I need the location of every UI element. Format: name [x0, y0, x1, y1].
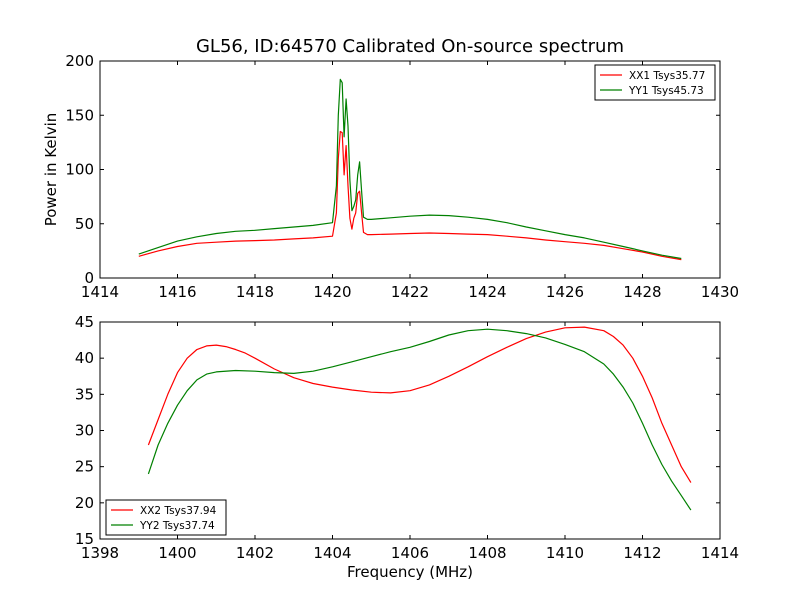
x-tick-label: 1426: [546, 283, 584, 301]
series-line-2-1: [147, 326, 692, 483]
x-tick-label: 1408: [468, 544, 506, 562]
series-line-1-1: [138, 130, 682, 261]
y-tick-label: 50: [75, 215, 94, 233]
x-tick-label: 1420: [313, 283, 351, 301]
legend-entry: YY1 Tsys45.73: [628, 85, 704, 97]
chart-title: GL56, ID:64570 Calibrated On-source spec…: [196, 36, 624, 57]
x-tick-label: 1406: [391, 544, 429, 562]
x-tick-label: 1398: [81, 544, 119, 562]
x-tick-label: 1416: [158, 283, 196, 301]
x-tick-label: 1424: [468, 283, 506, 301]
y-tick-label: 200: [65, 52, 94, 70]
series-line-1-2: [138, 78, 682, 260]
legend-entry: XX2 Tsys37.94: [140, 505, 217, 517]
legend: XX1 Tsys35.77 YY1 Tsys45.73: [594, 64, 716, 101]
y-tick-label: 30: [75, 422, 94, 440]
x-tick-label: 1414: [81, 283, 119, 301]
y-tick-label: 45: [75, 313, 94, 331]
x-tick-label: 1422: [391, 283, 429, 301]
x-tick-label: 1430: [701, 283, 739, 301]
y-tick-label: 15: [75, 530, 94, 548]
x-tick-label: 1414: [701, 544, 739, 562]
legend-box: [105, 499, 227, 536]
x-tick-label: 1402: [236, 544, 274, 562]
legend-entry: YY2 Tsys37.74: [139, 520, 215, 532]
y-tick-label: 100: [65, 161, 94, 179]
y-tick-label: 150: [65, 106, 94, 124]
x-tick-label: 1412: [623, 544, 661, 562]
y-tick-label: 40: [75, 349, 94, 367]
legend-box: [594, 64, 716, 101]
x-tick-label: 1400: [158, 544, 196, 562]
subplot-2: 1398 1400 1402 1404 1406 1408 1410 1412 1414 15 20…: [75, 313, 739, 581]
series-line-2-2: [147, 328, 692, 511]
x-tick-label: 1418: [236, 283, 274, 301]
legend: XX2 Tsys37.94 YY2 Tsys37.74: [105, 499, 227, 536]
y-tick-label: 0: [84, 269, 94, 287]
x-tick-label: 1428: [623, 283, 661, 301]
x-tick-label: 1404: [313, 544, 351, 562]
x-axis-label: Frequency (MHz): [347, 563, 473, 581]
x-tick-label: 1410: [546, 544, 584, 562]
y-tick-label: 35: [75, 385, 94, 403]
y-tick-label: 20: [75, 494, 94, 512]
legend-entry: XX1 Tsys35.77: [629, 70, 705, 82]
y-axis-label: Power in Kelvin: [42, 113, 60, 227]
subplot-1: 1414 1416 1418 1420 1422 1424 1426 1428 1430 0 50 1…: [42, 52, 739, 301]
y-tick-label: 25: [75, 458, 94, 476]
